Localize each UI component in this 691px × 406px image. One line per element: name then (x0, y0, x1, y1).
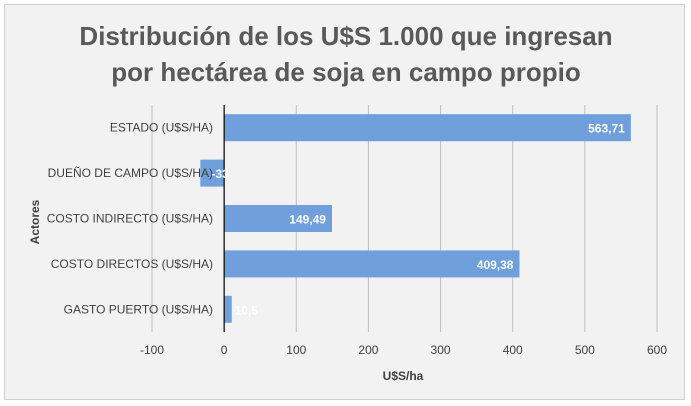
chart-area: -100 0 100 200 300 400 500 600 ESTADO (U$S/HA) D… (4, 4, 685, 400)
data-label: -33 (211, 167, 229, 181)
data-label: 149,49 (289, 213, 326, 227)
gridlines (151, 105, 658, 332)
x-tick-label: 600 (647, 343, 667, 357)
data-labels: 563,71 -33 149,49 409,38 10,5 (211, 122, 625, 318)
bar (200, 159, 225, 187)
y-axis-title: Actores (28, 199, 42, 244)
x-tick-label: 0 (221, 343, 228, 357)
chart-title-line-1: Distribución de los U$S 1.000 que ingres… (79, 21, 612, 51)
data-label: 409,38 (477, 258, 514, 272)
bar-chart: -100 0 100 200 300 400 500 600 ESTADO (U$S/HA) D… (28, 21, 667, 383)
chart-title-line-2: por hectárea de soja en campo propio (111, 57, 581, 87)
x-tick-labels: -100 0 100 200 300 400 500 600 (140, 343, 667, 357)
x-tick-label: 100 (286, 343, 306, 357)
category-label: COSTO DIRECTOS (U$S/HA) (51, 257, 213, 271)
bars (200, 114, 631, 323)
x-tick-label: -100 (140, 343, 164, 357)
data-label: 563,71 (588, 122, 625, 136)
bar (224, 250, 520, 278)
bar (224, 295, 232, 323)
data-label: 10,5 (235, 303, 259, 317)
x-tick-label: 500 (575, 343, 595, 357)
x-tick-label: 200 (358, 343, 378, 357)
bar (224, 205, 332, 232)
category-label: COSTO INDIRECTO (U$S/HA) (47, 212, 213, 226)
category-label: DUEÑO DE CAMPO (U$S/HA) (48, 166, 213, 180)
x-axis-title: U$S/ha (383, 369, 424, 383)
bar (224, 114, 631, 142)
x-tick-label: 400 (503, 343, 523, 357)
category-label: ESTADO (U$S/HA) (110, 121, 213, 135)
category-labels: ESTADO (U$S/HA) DUEÑO DE CAMPO (U$S/HA) CO… (47, 121, 213, 317)
x-tick-label: 300 (431, 343, 451, 357)
category-label: GASTO PUERTO (U$S/HA) (64, 302, 213, 316)
